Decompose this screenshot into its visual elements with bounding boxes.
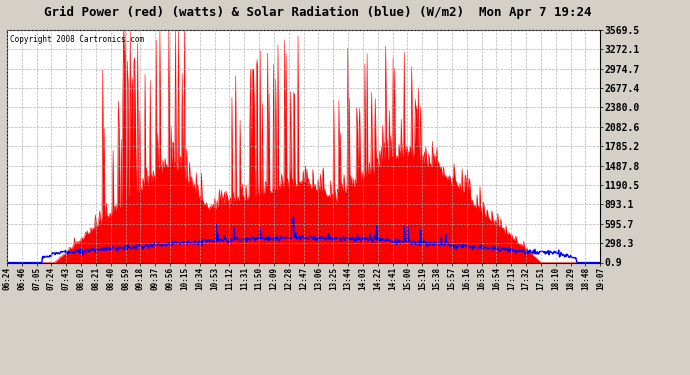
Text: Grid Power (red) (watts) & Solar Radiation (blue) (W/m2)  Mon Apr 7 19:24: Grid Power (red) (watts) & Solar Radiati… (43, 6, 591, 19)
Text: Copyright 2008 Cartronics.com: Copyright 2008 Cartronics.com (10, 34, 144, 44)
